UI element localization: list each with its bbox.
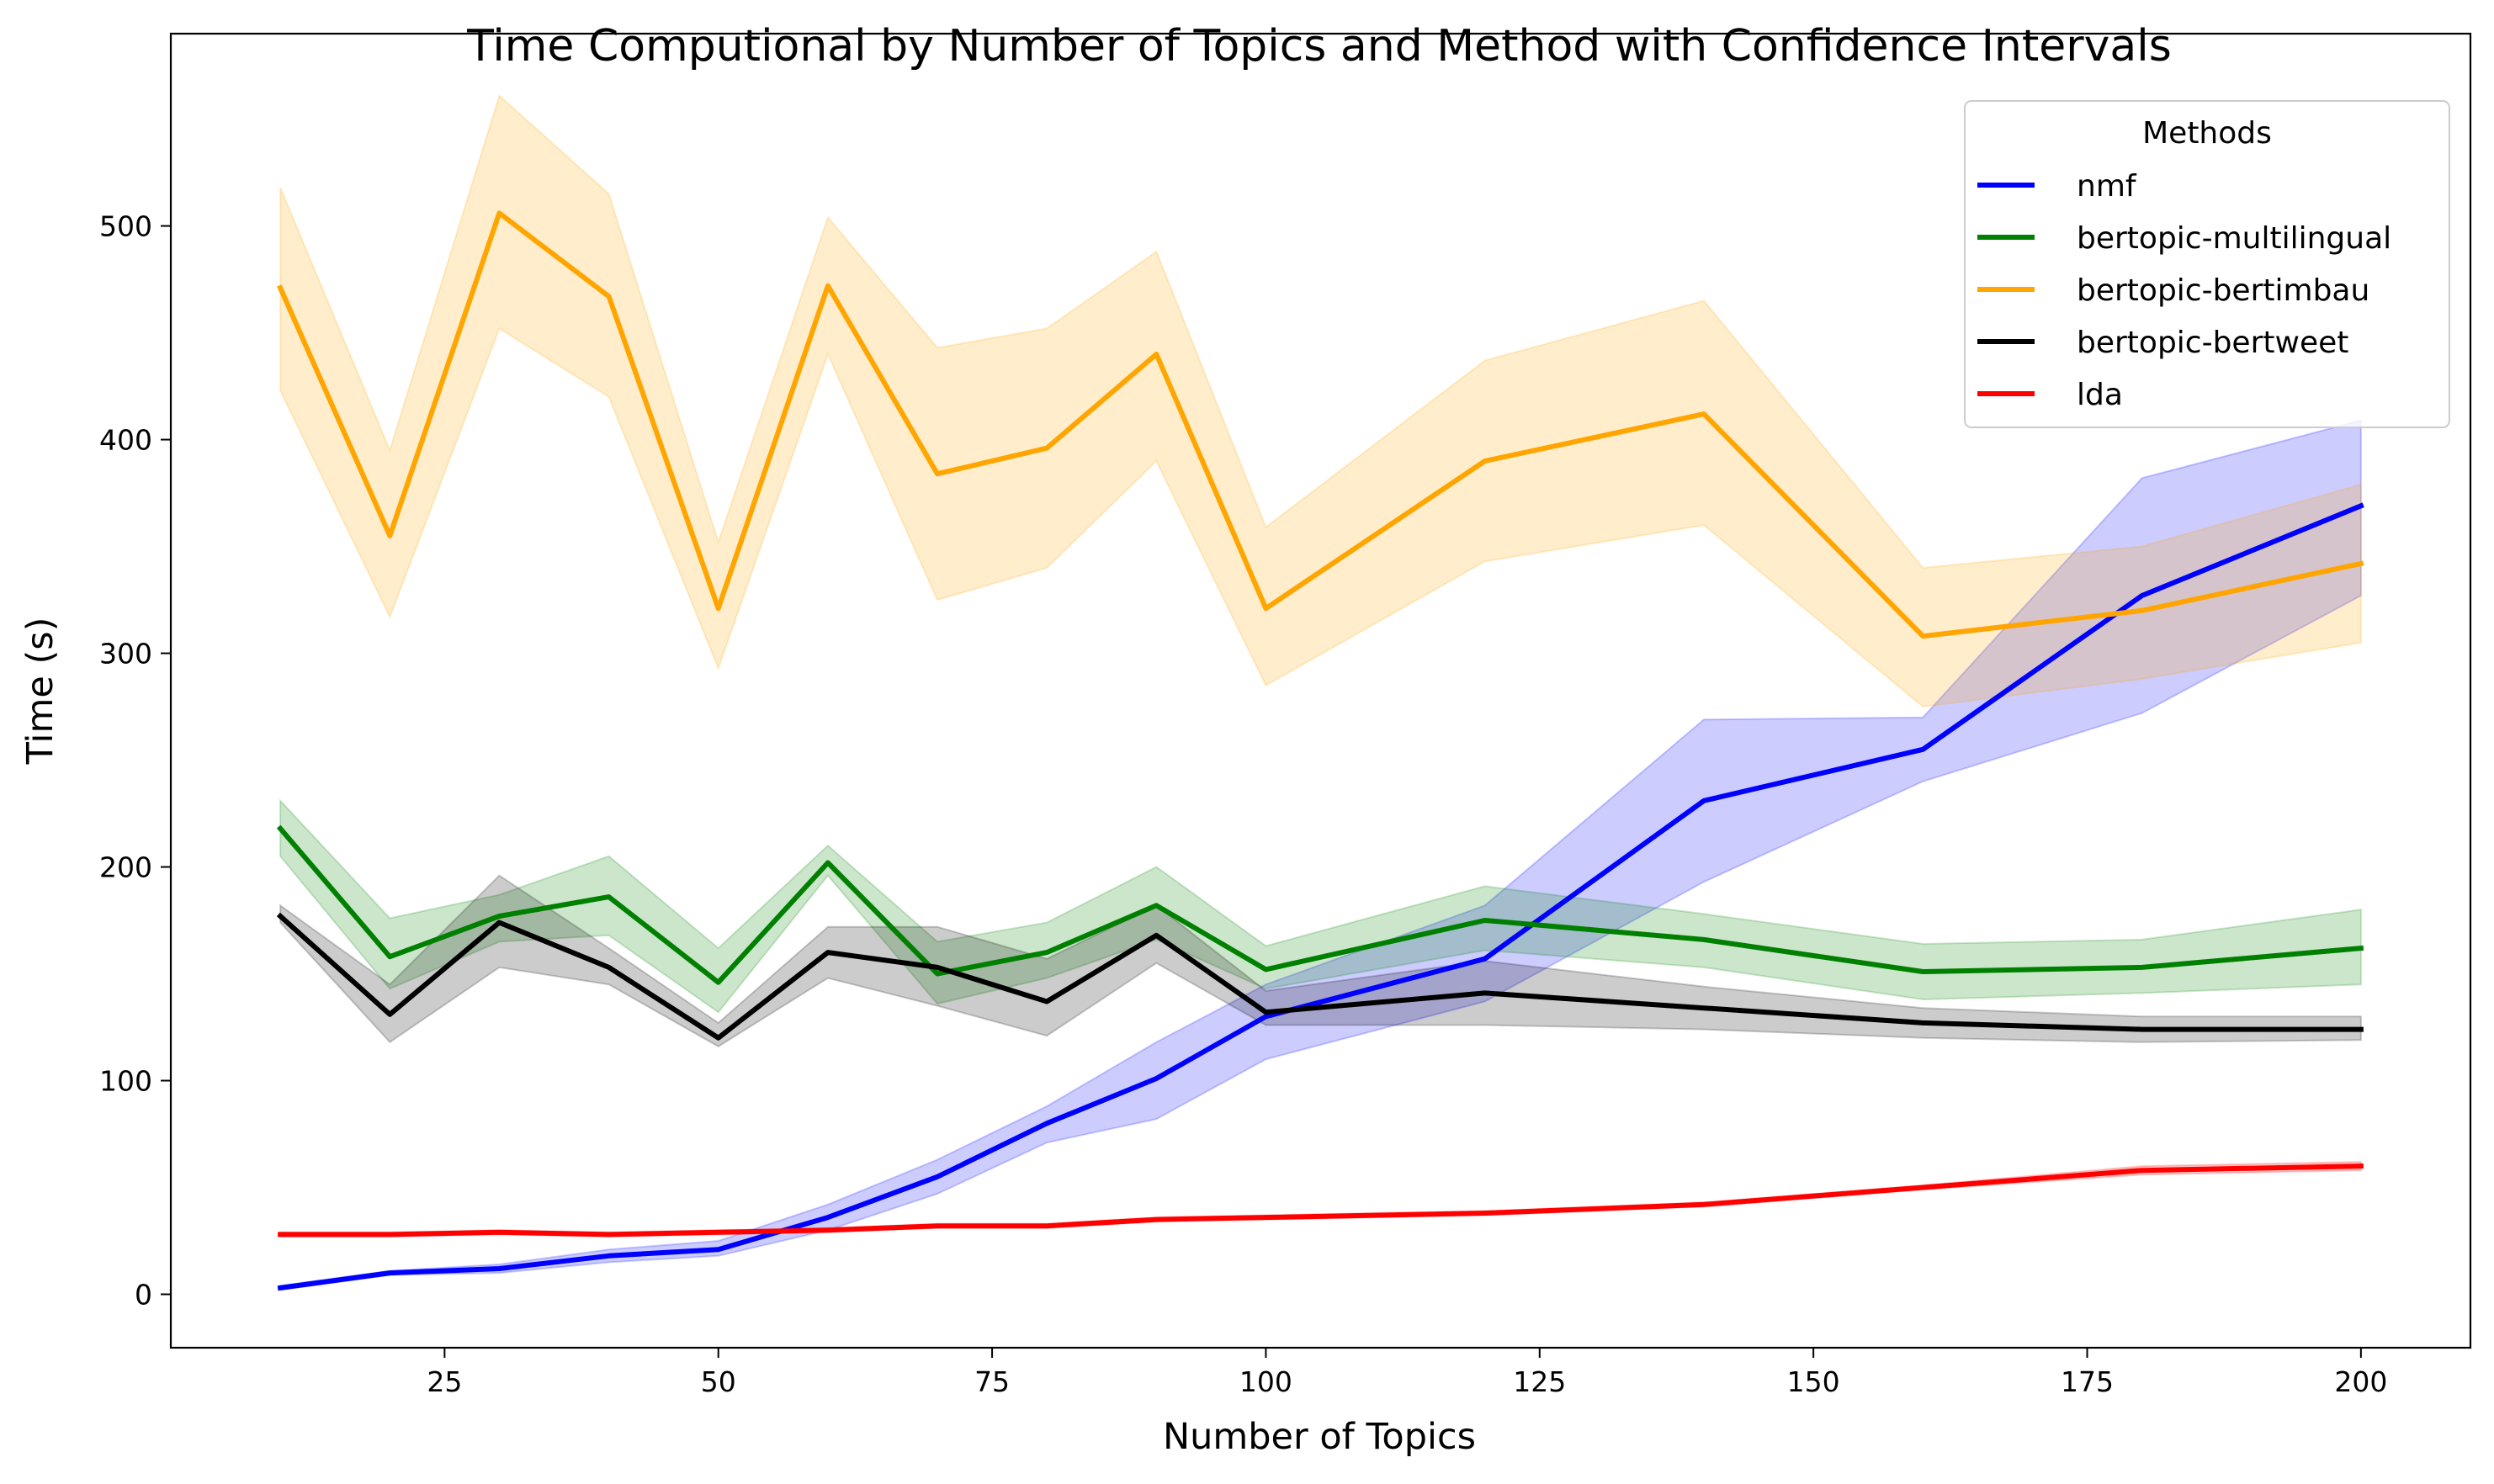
x-tick-label: 125	[1513, 1365, 1566, 1398]
x-axis-label: Number of Topics	[1163, 1416, 1476, 1458]
y-tick-label: 400	[99, 424, 152, 457]
x-tick-label: 50	[701, 1365, 736, 1398]
y-axis-label: Time (s)	[19, 617, 61, 766]
y-tick-label: 300	[99, 638, 152, 670]
confidence-band-nmf	[279, 419, 2362, 1291]
y-tick-label: 100	[99, 1065, 152, 1098]
legend-title: Methods	[2142, 116, 2272, 151]
chart-title: Time Computional by Number of Topics and…	[466, 21, 2172, 72]
legend: Methods nmf bertopic-multilingual bertopic…	[1964, 100, 2450, 428]
y-tick-label: 0	[135, 1279, 152, 1312]
series-line-bertopic-bertweet	[276, 912, 2364, 1041]
legend-label-lda: lda	[2077, 378, 2123, 412]
legend-label-nmf: nmf	[2077, 169, 2137, 204]
x-tick-label: 175	[2061, 1365, 2114, 1398]
x-axis: 25 50 75 100 125 150 175 200	[427, 1348, 2387, 1398]
x-tick-label: 25	[427, 1365, 462, 1398]
series-line-bertopic-bertimbau	[277, 210, 2364, 639]
legend-box	[1964, 100, 2450, 428]
plot-area-frame	[169, 32, 2472, 1349]
x-tick-label: 75	[974, 1365, 1010, 1398]
legend-label-bertopic-multilingual: bertopic-multilingual	[2077, 221, 2391, 256]
y-axis: 0 100 200 300 400 500	[99, 210, 171, 1312]
confidence-band-bertopic-bertweet	[279, 874, 2362, 1048]
series-line-bertopic-multilingual	[276, 824, 2364, 985]
y-tick-label: 200	[99, 851, 152, 884]
y-tick-label: 500	[99, 210, 152, 243]
x-tick-label: 100	[1239, 1365, 1292, 1398]
series-lines	[276, 210, 2364, 1291]
series-line-nmf	[277, 502, 2364, 1291]
x-tick-label: 200	[2334, 1365, 2387, 1398]
series-line-lda	[278, 1163, 2364, 1238]
legend-label-bertopic-bertimbau: bertopic-bertimbau	[2077, 273, 2369, 308]
x-tick-label: 150	[1787, 1365, 1840, 1398]
legend-label-bertopic-bertweet: bertopic-bertweet	[2077, 326, 2348, 360]
